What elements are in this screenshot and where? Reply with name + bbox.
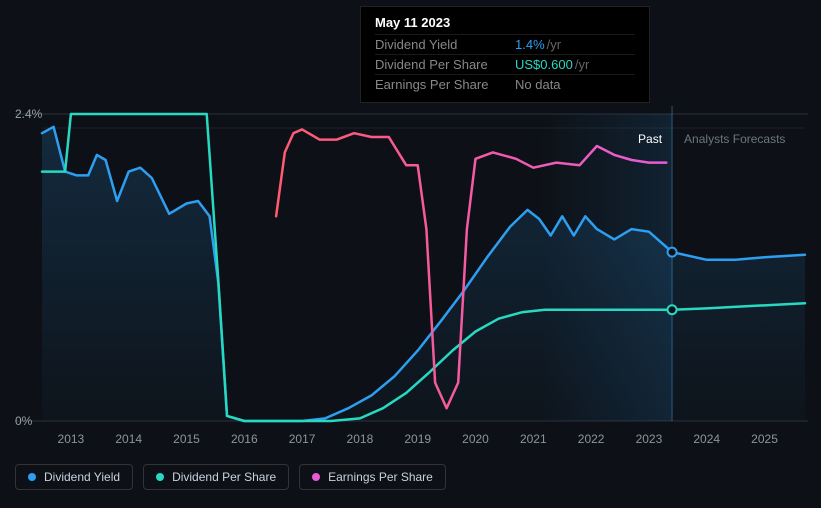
legend-dot-icon xyxy=(28,473,36,481)
legend-dot-icon xyxy=(156,473,164,481)
chart-tooltip: May 11 2023 Dividend Yield1.4%/yrDividen… xyxy=(360,6,650,103)
x-axis-label: 2023 xyxy=(636,432,663,446)
x-axis-label: 2022 xyxy=(578,432,605,446)
tooltip-metric-value: US$0.600 xyxy=(515,57,573,72)
y-axis-label: 0% xyxy=(15,414,32,428)
tooltip-metric-value: No data xyxy=(515,77,561,92)
y-axis-label: 2.4% xyxy=(15,107,42,121)
region-past-label: Past xyxy=(638,132,662,146)
x-axis-label: 2018 xyxy=(347,432,374,446)
tooltip-metric-suffix: /yr xyxy=(575,57,589,72)
x-axis-label: 2017 xyxy=(289,432,316,446)
chart-legend: Dividend Yield Dividend Per Share Earnings… xyxy=(15,464,446,490)
x-axis-label: 2025 xyxy=(751,432,778,446)
legend-label: Dividend Per Share xyxy=(172,470,276,484)
legend-dot-icon xyxy=(312,473,320,481)
tooltip-date: May 11 2023 xyxy=(375,15,635,30)
x-axis-label: 2016 xyxy=(231,432,258,446)
x-axis-label: 2019 xyxy=(404,432,431,446)
x-axis-label: 2015 xyxy=(173,432,200,446)
tooltip-row: Earnings Per ShareNo data xyxy=(375,74,635,94)
x-axis-label: 2024 xyxy=(693,432,720,446)
x-axis-label: 2021 xyxy=(520,432,547,446)
legend-item-dividend_per_share[interactable]: Dividend Per Share xyxy=(143,464,289,490)
legend-item-earnings_per_share[interactable]: Earnings Per Share xyxy=(299,464,446,490)
tooltip-row: Dividend Per ShareUS$0.600/yr xyxy=(375,54,635,74)
legend-item-dividend_yield[interactable]: Dividend Yield xyxy=(15,464,133,490)
x-axis-label: 2020 xyxy=(462,432,489,446)
tooltip-metric-suffix: /yr xyxy=(547,37,561,52)
tooltip-metric-label: Dividend Per Share xyxy=(375,57,515,72)
dividend-chart: May 11 2023 Dividend Yield1.4%/yrDividen… xyxy=(0,0,821,508)
x-axis-label: 2014 xyxy=(115,432,142,446)
legend-label: Earnings Per Share xyxy=(328,470,433,484)
x-axis-label: 2013 xyxy=(58,432,85,446)
legend-label: Dividend Yield xyxy=(44,470,120,484)
region-forecast-label: Analysts Forecasts xyxy=(684,132,785,146)
tooltip-metric-label: Earnings Per Share xyxy=(375,77,515,92)
tooltip-row: Dividend Yield1.4%/yr xyxy=(375,34,635,54)
tooltip-metric-value: 1.4% xyxy=(515,37,545,52)
tooltip-metric-label: Dividend Yield xyxy=(375,37,515,52)
